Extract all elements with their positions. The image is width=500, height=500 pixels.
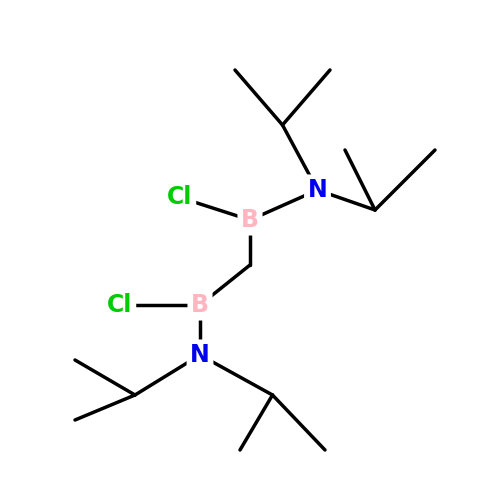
Text: B: B xyxy=(191,293,209,317)
Text: Cl: Cl xyxy=(108,293,132,317)
Text: N: N xyxy=(190,343,210,367)
Text: Cl: Cl xyxy=(168,186,192,210)
Text: B: B xyxy=(241,208,259,232)
Text: N: N xyxy=(308,178,328,202)
